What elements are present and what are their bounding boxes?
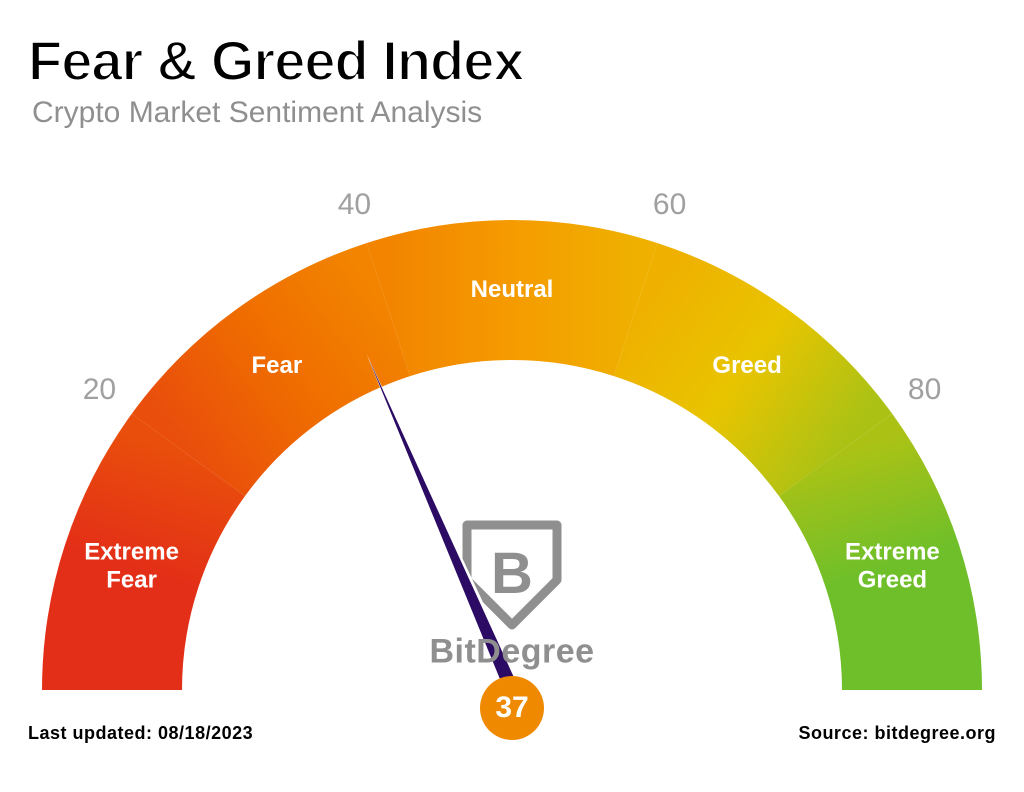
source-label: Source: [798,723,869,743]
svg-text:B: B [491,541,533,606]
gauge-segment-label: Extreme Fear [84,539,179,594]
source-value: bitdegree.org [874,723,996,743]
gauge-tick-label: 60 [653,188,686,222]
gauge-tick-label: 80 [908,373,941,407]
last-updated-value: 08/18/2023 [158,723,253,743]
source: Source: bitdegree.org [798,723,996,744]
page-subtitle: Crypto Market Sentiment Analysis [32,96,482,130]
gauge-value-badge: 37 [480,676,544,740]
gauge-segment-label: Fear [252,353,303,381]
last-updated: Last updated: 08/18/2023 [28,723,253,744]
gauge-tick-label: 20 [83,373,116,407]
gauge-chart: B 20 40 60 80 Extreme Fear Fear Neutral Greed Ex… [0,150,1024,710]
page-title: Fear & Greed Index [28,28,524,93]
gauge-segment-label: Neutral [471,276,554,304]
last-updated-label: Last updated: [28,723,153,743]
gauge-tick-label: 40 [338,188,371,222]
gauge-segment-label: Greed [712,353,781,381]
gauge-segment-label: Extreme Greed [845,539,940,594]
brand-name: BitDegree [429,633,594,672]
